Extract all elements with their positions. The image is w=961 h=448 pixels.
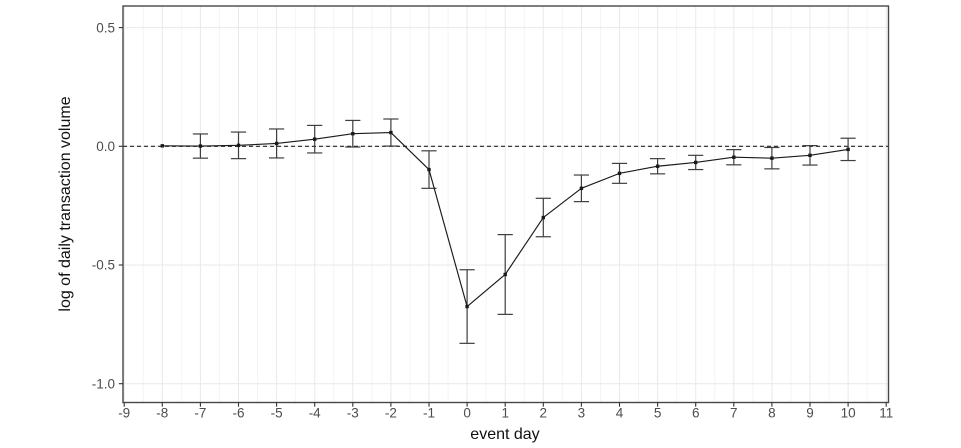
- data-point: [465, 304, 469, 309]
- x-tick-label: -1: [423, 406, 435, 421]
- x-tick-label: -3: [347, 406, 359, 421]
- x-tick-label: 7: [730, 406, 738, 421]
- x-axis: -9 -8 -7 -6 -5 -4 -3 -2 -1 0 1 2 3 4 5 6 7 8 9 10 11: [118, 402, 893, 421]
- x-axis-title: event day: [470, 426, 539, 443]
- data-point: [732, 155, 736, 159]
- data-point: [694, 160, 698, 165]
- data-point: [313, 137, 317, 141]
- panel-border: [122, 5, 890, 404]
- x-tick-label: 2: [540, 406, 548, 421]
- y-tick-label: -0.5: [92, 258, 115, 273]
- x-tick-label: 9: [806, 406, 814, 421]
- x-tick-label: 4: [616, 406, 624, 421]
- x-tick-label: 1: [501, 406, 509, 421]
- data-point: [808, 153, 812, 158]
- data-point: [351, 132, 355, 136]
- data-point: [160, 144, 164, 148]
- data-point: [579, 186, 584, 191]
- data-point: [236, 143, 241, 148]
- x-tick-label: 0: [463, 406, 471, 421]
- x-tick-label: -4: [309, 406, 321, 421]
- x-tick-label: -7: [194, 406, 206, 421]
- y-axis-title: log of daily transaction volume: [57, 96, 74, 311]
- x-tick-label: -6: [232, 406, 244, 421]
- data-point: [389, 130, 393, 135]
- x-tick-label: 6: [692, 406, 700, 421]
- x-tick-label: -8: [156, 406, 168, 421]
- data-point: [198, 144, 203, 148]
- data-point: [617, 171, 622, 176]
- x-tick-label: 5: [654, 406, 662, 421]
- data-point: [503, 272, 507, 277]
- y-tick-label: 0.5: [96, 20, 115, 35]
- data-point: [770, 156, 774, 160]
- data-point: [274, 141, 279, 146]
- y-tick-label: -1.0: [92, 376, 115, 391]
- gridlines: [123, 6, 889, 403]
- x-tick-label: 3: [578, 406, 586, 421]
- data-point: [427, 167, 431, 172]
- x-tick-label: -5: [271, 406, 283, 421]
- panel-border-rect: [122, 5, 890, 404]
- data-points: [160, 130, 850, 309]
- x-tick-label: 8: [768, 406, 776, 421]
- data-point: [846, 147, 850, 152]
- data-point: [655, 164, 660, 168]
- x-tick-label: 10: [841, 406, 856, 421]
- data-point: [541, 215, 545, 220]
- x-tick-label: -9: [118, 406, 130, 421]
- x-tick-label: 11: [879, 406, 893, 421]
- y-tick-label: 0.0: [96, 139, 115, 154]
- x-tick-label: -2: [385, 406, 397, 421]
- y-axis: 0.5 0.0 -0.5 -1.0: [92, 20, 123, 391]
